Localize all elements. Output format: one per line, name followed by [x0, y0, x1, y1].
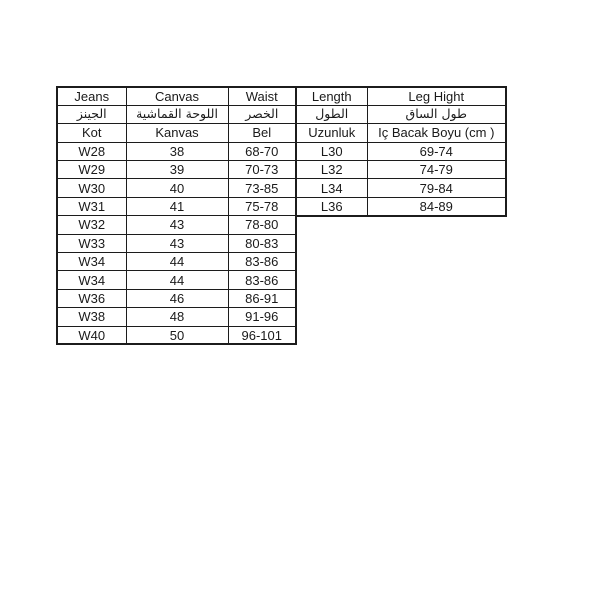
size-chart: Jeans Canvas Waist الجينز اللوحة القماشي… — [56, 86, 507, 346]
table-row: W36 46 86-91 — [56, 288, 297, 309]
waist-range-cell: 75-78 — [227, 196, 297, 217]
jeans-size-cell: W28 — [56, 141, 127, 162]
length-size-cell: L36 — [295, 196, 368, 217]
jeans-size-cell: W36 — [56, 288, 127, 309]
header-row-en: Jeans Canvas Waist — [56, 86, 297, 106]
col-header-kanvas: Kanvas — [125, 123, 229, 143]
col-header-bel: Bel — [227, 123, 297, 143]
table-row: W32 43 78-80 — [56, 215, 297, 235]
table-row: W40 50 96-101 — [56, 325, 297, 345]
col-header-waist: Waist — [227, 86, 297, 106]
jeans-size-cell: W38 — [56, 307, 127, 327]
col-header-ic-bacak-boyu: Iç Bacak Boyu (cm ) — [366, 123, 507, 143]
waist-range-cell: 70-73 — [227, 160, 297, 180]
table-row: L32 74-79 — [295, 160, 507, 180]
col-header-kot: Kot — [56, 123, 127, 143]
table-row: W34 44 83-86 — [56, 270, 297, 290]
canvas-size-cell: 41 — [125, 196, 229, 217]
col-header-jeans: Jeans — [56, 86, 127, 106]
leg-range-cell: 79-84 — [366, 178, 507, 198]
jeans-size-cell: W32 — [56, 215, 127, 235]
canvas-size-cell: 43 — [125, 215, 229, 235]
canvas-size-cell: 46 — [125, 288, 229, 309]
waist-range-cell: 83-86 — [227, 252, 297, 272]
col-header-canvas-ar: اللوحة القماشية — [125, 104, 229, 125]
canvas-size-cell: 38 — [125, 141, 229, 162]
col-header-uzunluk: Uzunluk — [295, 123, 368, 143]
table-row: L34 79-84 — [295, 178, 507, 198]
table-row: W29 39 70-73 — [56, 160, 297, 180]
jeans-size-table: Jeans Canvas Waist الجينز اللوحة القماشي… — [56, 86, 297, 346]
canvas-size-cell: 43 — [125, 233, 229, 254]
col-header-canvas: Canvas — [125, 86, 229, 106]
table-row: W33 43 80-83 — [56, 233, 297, 254]
table-row: L30 69-74 — [295, 141, 507, 162]
length-size-table: Length Leg Hight الطول طول الساق Uzunluk… — [295, 86, 507, 217]
canvas-size-cell: 50 — [125, 325, 229, 345]
canvas-size-cell: 39 — [125, 160, 229, 180]
canvas-size-cell: 40 — [125, 178, 229, 198]
waist-range-cell: 78-80 — [227, 215, 297, 235]
canvas-size-cell: 44 — [125, 252, 229, 272]
waist-range-cell: 68-70 — [227, 141, 297, 162]
jeans-size-cell: W34 — [56, 252, 127, 272]
length-size-cell: L34 — [295, 178, 368, 198]
waist-range-cell: 83-86 — [227, 270, 297, 290]
waist-range-cell: 73-85 — [227, 178, 297, 198]
col-header-waist-ar: الخصر — [227, 104, 297, 125]
col-header-length-ar: الطول — [295, 104, 368, 125]
length-size-cell: L30 — [295, 141, 368, 162]
col-header-length: Length — [295, 86, 368, 106]
leg-range-cell: 84-89 — [366, 196, 507, 217]
table-row: W31 41 75-78 — [56, 196, 297, 217]
waist-range-cell: 80-83 — [227, 233, 297, 254]
canvas-size-cell: 48 — [125, 307, 229, 327]
waist-range-cell: 86-91 — [227, 288, 297, 309]
col-header-jeans-ar: الجينز — [56, 104, 127, 125]
waist-range-cell: 91-96 — [227, 307, 297, 327]
jeans-size-cell: W33 — [56, 233, 127, 254]
col-header-leg-hight-ar: طول الساق — [366, 104, 507, 125]
waist-range-cell: 96-101 — [227, 325, 297, 345]
leg-range-cell: 74-79 — [366, 160, 507, 180]
header-row-turkish: Uzunluk Iç Bacak Boyu (cm ) — [295, 123, 507, 143]
jeans-size-cell: W40 — [56, 325, 127, 345]
jeans-size-cell: W34 — [56, 270, 127, 290]
jeans-size-cell: W30 — [56, 178, 127, 198]
leg-range-cell: 69-74 — [366, 141, 507, 162]
jeans-size-cell: W29 — [56, 160, 127, 180]
header-row-turkish: Kot Kanvas Bel — [56, 123, 297, 143]
header-row-arabic: الطول طول الساق — [295, 104, 507, 125]
table-row: W28 38 68-70 — [56, 141, 297, 162]
jeans-size-cell: W31 — [56, 196, 127, 217]
header-row-arabic: الجينز اللوحة القماشية الخصر — [56, 104, 297, 125]
col-header-leg-hight: Leg Hight — [366, 86, 507, 106]
header-row-en: Length Leg Hight — [295, 86, 507, 106]
table-row: W30 40 73-85 — [56, 178, 297, 198]
table-row: W38 48 91-96 — [56, 307, 297, 327]
canvas-size-cell: 44 — [125, 270, 229, 290]
table-row: W34 44 83-86 — [56, 252, 297, 272]
length-size-cell: L32 — [295, 160, 368, 180]
table-row: L36 84-89 — [295, 196, 507, 217]
